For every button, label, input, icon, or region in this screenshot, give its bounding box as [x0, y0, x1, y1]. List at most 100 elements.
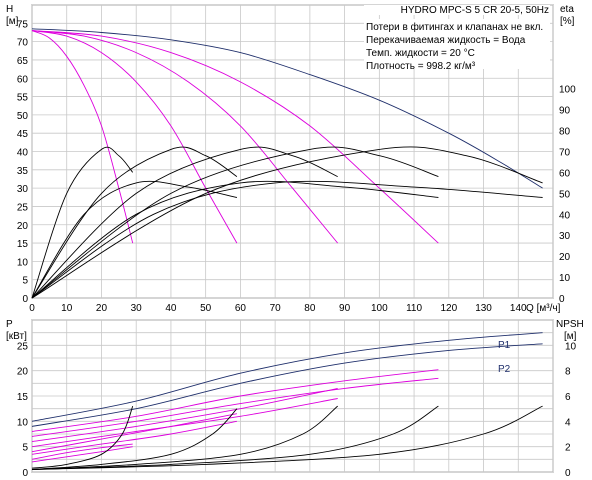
x-tick-label: 50 — [200, 303, 212, 314]
top-right-y-tick-label: 10 — [559, 273, 571, 284]
bottom-left-y-tick-label: 15 — [17, 392, 29, 403]
bottom-left-y-tick-label: 25 — [17, 341, 29, 352]
x-tick-label: 90 — [339, 303, 351, 314]
bottom-right-axis-label-line1: NPSH — [556, 319, 584, 330]
x-tick-label: 140 — [510, 303, 527, 314]
top-left-y-tick-label: 50 — [17, 111, 29, 122]
top-left-y-tick-label: 15 — [17, 239, 29, 250]
top-eta-curve-5 — [31, 146, 134, 299]
bottom-right-y-tick-label: 10 — [565, 341, 577, 352]
top-head-curve-1 — [31, 30, 134, 244]
top-right-y-tick-label: 50 — [559, 189, 571, 200]
top-left-y-tick-label: 0 — [22, 294, 28, 305]
x-tick-label: 110 — [406, 303, 422, 314]
top-eta-curve-7 — [31, 146, 338, 299]
top-eta-curve-8 — [31, 146, 439, 299]
x-tick-label: 0 — [29, 303, 35, 314]
top-right-y-tick-label: 80 — [559, 127, 571, 138]
x-tick-label: 20 — [96, 303, 108, 314]
bottom-power-curve-4 — [31, 387, 338, 443]
top-right-axis-label-line1: eta — [560, 4, 574, 15]
top-head-curve-2 — [31, 30, 238, 244]
bottom-right-y-tick-label: 0 — [565, 468, 571, 479]
top-left-y-tick-label: 5 — [22, 276, 28, 287]
title-background — [364, 5, 550, 15]
info-note-temperature: Темп. жидкости = 20 °C — [366, 48, 475, 59]
bottom-left-axis-label-line2: [кВт] — [6, 331, 27, 342]
top-head-curve-3 — [31, 30, 339, 244]
bottom-power-curve-8 — [31, 443, 133, 460]
top-left-y-tick-label: 45 — [17, 129, 29, 140]
top-left-y-tick-label: 20 — [17, 221, 29, 232]
top-left-y-tick-label: 70 — [17, 38, 29, 49]
top-left-y-tick-label: 65 — [17, 56, 29, 67]
top-right-y-tick-label: 100 — [559, 85, 576, 96]
bottom-power-curve-2 — [31, 369, 439, 432]
bottom-power-curve-5 — [31, 398, 338, 448]
bottom-p2-curve-1 — [31, 343, 543, 427]
x-tick-label: 10 — [61, 303, 73, 314]
top-left-y-tick-label: 55 — [17, 93, 29, 104]
bottom-power-curve-6 — [31, 413, 237, 453]
top-left-y-tick-label: 60 — [17, 74, 29, 85]
axis-ticks: 0 10 20 30 40 50 60 70 80 90 100 110 120 130 140 Q [м³/… — [17, 19, 577, 479]
bottom-right-y-tick-label: 4 — [565, 417, 571, 428]
bottom-left-axis-label-line1: P — [6, 319, 13, 330]
x-tick-label: 30 — [131, 303, 143, 314]
bottom-power-curve-7 — [31, 420, 237, 455]
bottom-chart-series — [31, 332, 543, 470]
series-label-p2: P2 — [498, 364, 511, 375]
top-eta-curve-9 — [31, 146, 543, 299]
bottom-power-curve-3 — [31, 377, 439, 437]
bottom-npsh-curve-14 — [31, 405, 543, 470]
top-right-axis-label-line2: [%] — [560, 16, 575, 27]
top-right-y-tick-label: 70 — [559, 148, 571, 159]
bottom-npsh-curve-12 — [31, 405, 338, 470]
x-tick-label: 130 — [475, 303, 492, 314]
x-tick-label: 70 — [270, 303, 282, 314]
x-tick-label: 80 — [304, 303, 316, 314]
bottom-power-curve-9 — [31, 446, 133, 463]
top-left-y-tick-label: 40 — [17, 148, 29, 159]
info-note-liquid: Перекачиваемая жидкость = Вода — [366, 35, 526, 46]
bottom-right-y-tick-label: 8 — [565, 367, 571, 378]
top-right-y-tick-label: 20 — [559, 252, 571, 263]
bottom-left-y-tick-label: 10 — [17, 417, 29, 428]
bottom-npsh-curve-11 — [31, 408, 238, 470]
x-axis-label: Q [м³/ч] — [526, 303, 561, 314]
top-left-y-tick-label: 75 — [17, 19, 29, 30]
top-right-y-tick-label: 0 — [559, 294, 565, 305]
bottom-left-y-tick-label: 5 — [22, 443, 28, 454]
x-tick-label: 100 — [371, 303, 388, 314]
info-note-fittings: Потери в фитингах и клапанах не вкл. — [366, 21, 543, 33]
bottom-npsh-curve-13 — [31, 405, 439, 470]
top-eta-curve-6 — [31, 146, 238, 299]
bottom-npsh-curve-10 — [31, 405, 134, 469]
top-head-curve-4 — [31, 30, 439, 244]
top-left-y-tick-label: 10 — [17, 257, 29, 268]
top-eta-curve-12 — [31, 180, 543, 299]
top-left-y-tick-label: 25 — [17, 202, 29, 213]
top-head_max-curve-0 — [31, 28, 543, 189]
series-label-p1: P1 — [498, 340, 511, 351]
bottom-left-y-tick-label: 0 — [22, 468, 28, 479]
bottom-right-y-tick-label: 2 — [565, 443, 571, 454]
top-right-y-tick-label: 30 — [559, 231, 571, 242]
top-right-y-tick-label: 60 — [559, 168, 571, 179]
top-chart-series — [31, 28, 543, 299]
x-tick-label: 120 — [440, 303, 457, 314]
x-tick-label: 40 — [165, 303, 177, 314]
top-left-axis-label-line2: [м] — [6, 16, 19, 27]
bottom-right-y-tick-label: 6 — [565, 392, 571, 403]
top-right-y-tick-label: 90 — [559, 106, 571, 117]
top-right-y-tick-label: 40 — [559, 210, 571, 221]
x-tick-label: 60 — [235, 303, 247, 314]
bottom-left-y-tick-label: 20 — [17, 367, 29, 378]
top-left-y-tick-label: 30 — [17, 184, 29, 195]
top-eta-curve-11 — [31, 180, 439, 299]
bottom-right-axis-label-line2: [м] — [564, 331, 577, 342]
bottom-p1-curve-0 — [31, 332, 543, 422]
info-box-background — [364, 19, 550, 69]
chart-title: HYDRO MPC-S 5 CR 20-5, 50Hz — [401, 5, 549, 16]
